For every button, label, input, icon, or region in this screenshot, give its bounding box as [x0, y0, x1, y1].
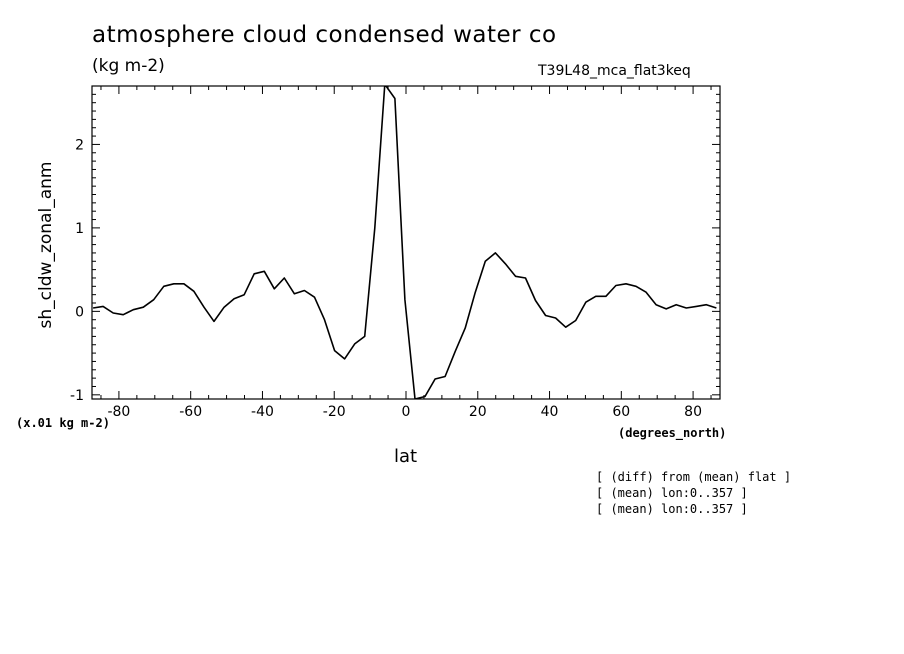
y-tick-label: 0	[75, 304, 84, 320]
note-line: [ (mean) lon:0..357 ]	[596, 486, 748, 500]
x-units-label: (degrees_north)	[618, 426, 727, 440]
x-tick-label: -80	[107, 404, 130, 420]
series-group	[92, 86, 717, 399]
y-tick-label: 2	[75, 137, 84, 153]
x-tick-label: 60	[612, 404, 630, 420]
x-tick-label: -40	[251, 404, 274, 420]
run-id-label: T39L48_mca_flat3keq	[538, 63, 691, 79]
x-tick-label: -20	[323, 404, 346, 420]
note-line: [ (diff) from (mean) flat ]	[596, 470, 792, 484]
y-axis-label: sh_cldw_zonal_anm	[36, 161, 56, 329]
plot-frame	[91, 85, 721, 400]
x-tick-label: 20	[469, 404, 487, 420]
series-line-0	[92, 86, 717, 399]
y-tick-label: 1	[75, 221, 84, 237]
tick-labels: -80 -60 -40 -20 0 20 40 60 80 -1 0 1 2	[70, 137, 702, 420]
x-tick-label: -60	[179, 404, 202, 420]
x-tick-label: 80	[684, 404, 702, 420]
y-tick-label: -1	[70, 388, 84, 404]
y-scale-note: (x.01 kg m-2)	[16, 416, 110, 430]
tick-marks	[92, 86, 720, 399]
x-tick-label: 40	[541, 404, 559, 420]
x-tick-label: 0	[402, 404, 411, 420]
chart-units: (kg m-2)	[92, 56, 165, 76]
chart-title: atmosphere cloud condensed water co	[92, 22, 557, 48]
note-line: [ (mean) lon:0..357 ]	[596, 502, 748, 516]
x-axis-label: lat	[394, 446, 418, 467]
